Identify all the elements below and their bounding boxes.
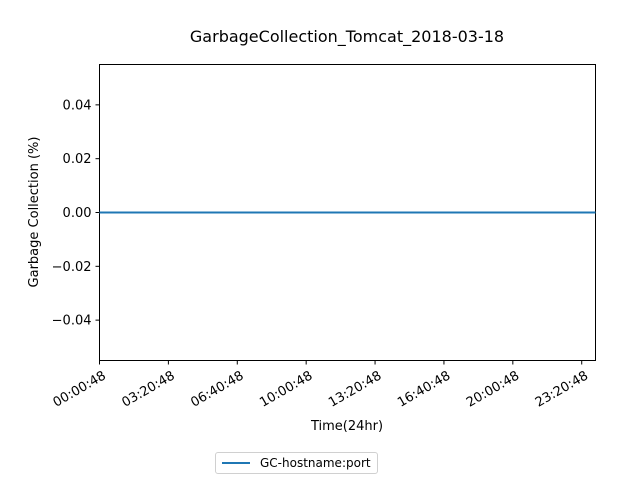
legend-label: GC-hostname:port	[260, 456, 371, 470]
y-tick-label: 0.00	[63, 206, 92, 221]
y-axis: −0.04 −0.02 0.00 0.02 0.04	[52, 98, 100, 329]
y-axis-label: Garbage Collection (%)	[27, 137, 42, 288]
x-axis-label: Time(24hr)	[310, 419, 383, 434]
x-tick-label: 13:20:48	[326, 368, 384, 410]
chart-title: GarbageCollection_Tomcat_2018-03-18	[190, 27, 504, 47]
x-tick-label: 20:00:48	[464, 368, 522, 410]
legend-swatch	[222, 462, 250, 464]
x-tick-label: 23:20:48	[533, 368, 591, 410]
y-tick-label: −0.02	[52, 260, 92, 275]
x-tick-label: 16:40:48	[395, 368, 453, 410]
x-tick-label: 00:00:48	[51, 368, 109, 410]
x-axis: 00:00:48 03:20:48 06:40:48 10:00:48 13:20:48…	[51, 360, 591, 411]
x-tick-label: 06:40:48	[188, 368, 246, 410]
x-tick-label: 10:00:48	[257, 368, 315, 410]
x-tick-label: 03:20:48	[120, 368, 178, 410]
legend: GC-hostname:port	[215, 452, 378, 474]
y-tick-label: 0.04	[63, 98, 92, 113]
y-tick-label: 0.02	[63, 152, 92, 167]
y-tick-label: −0.04	[52, 314, 92, 329]
